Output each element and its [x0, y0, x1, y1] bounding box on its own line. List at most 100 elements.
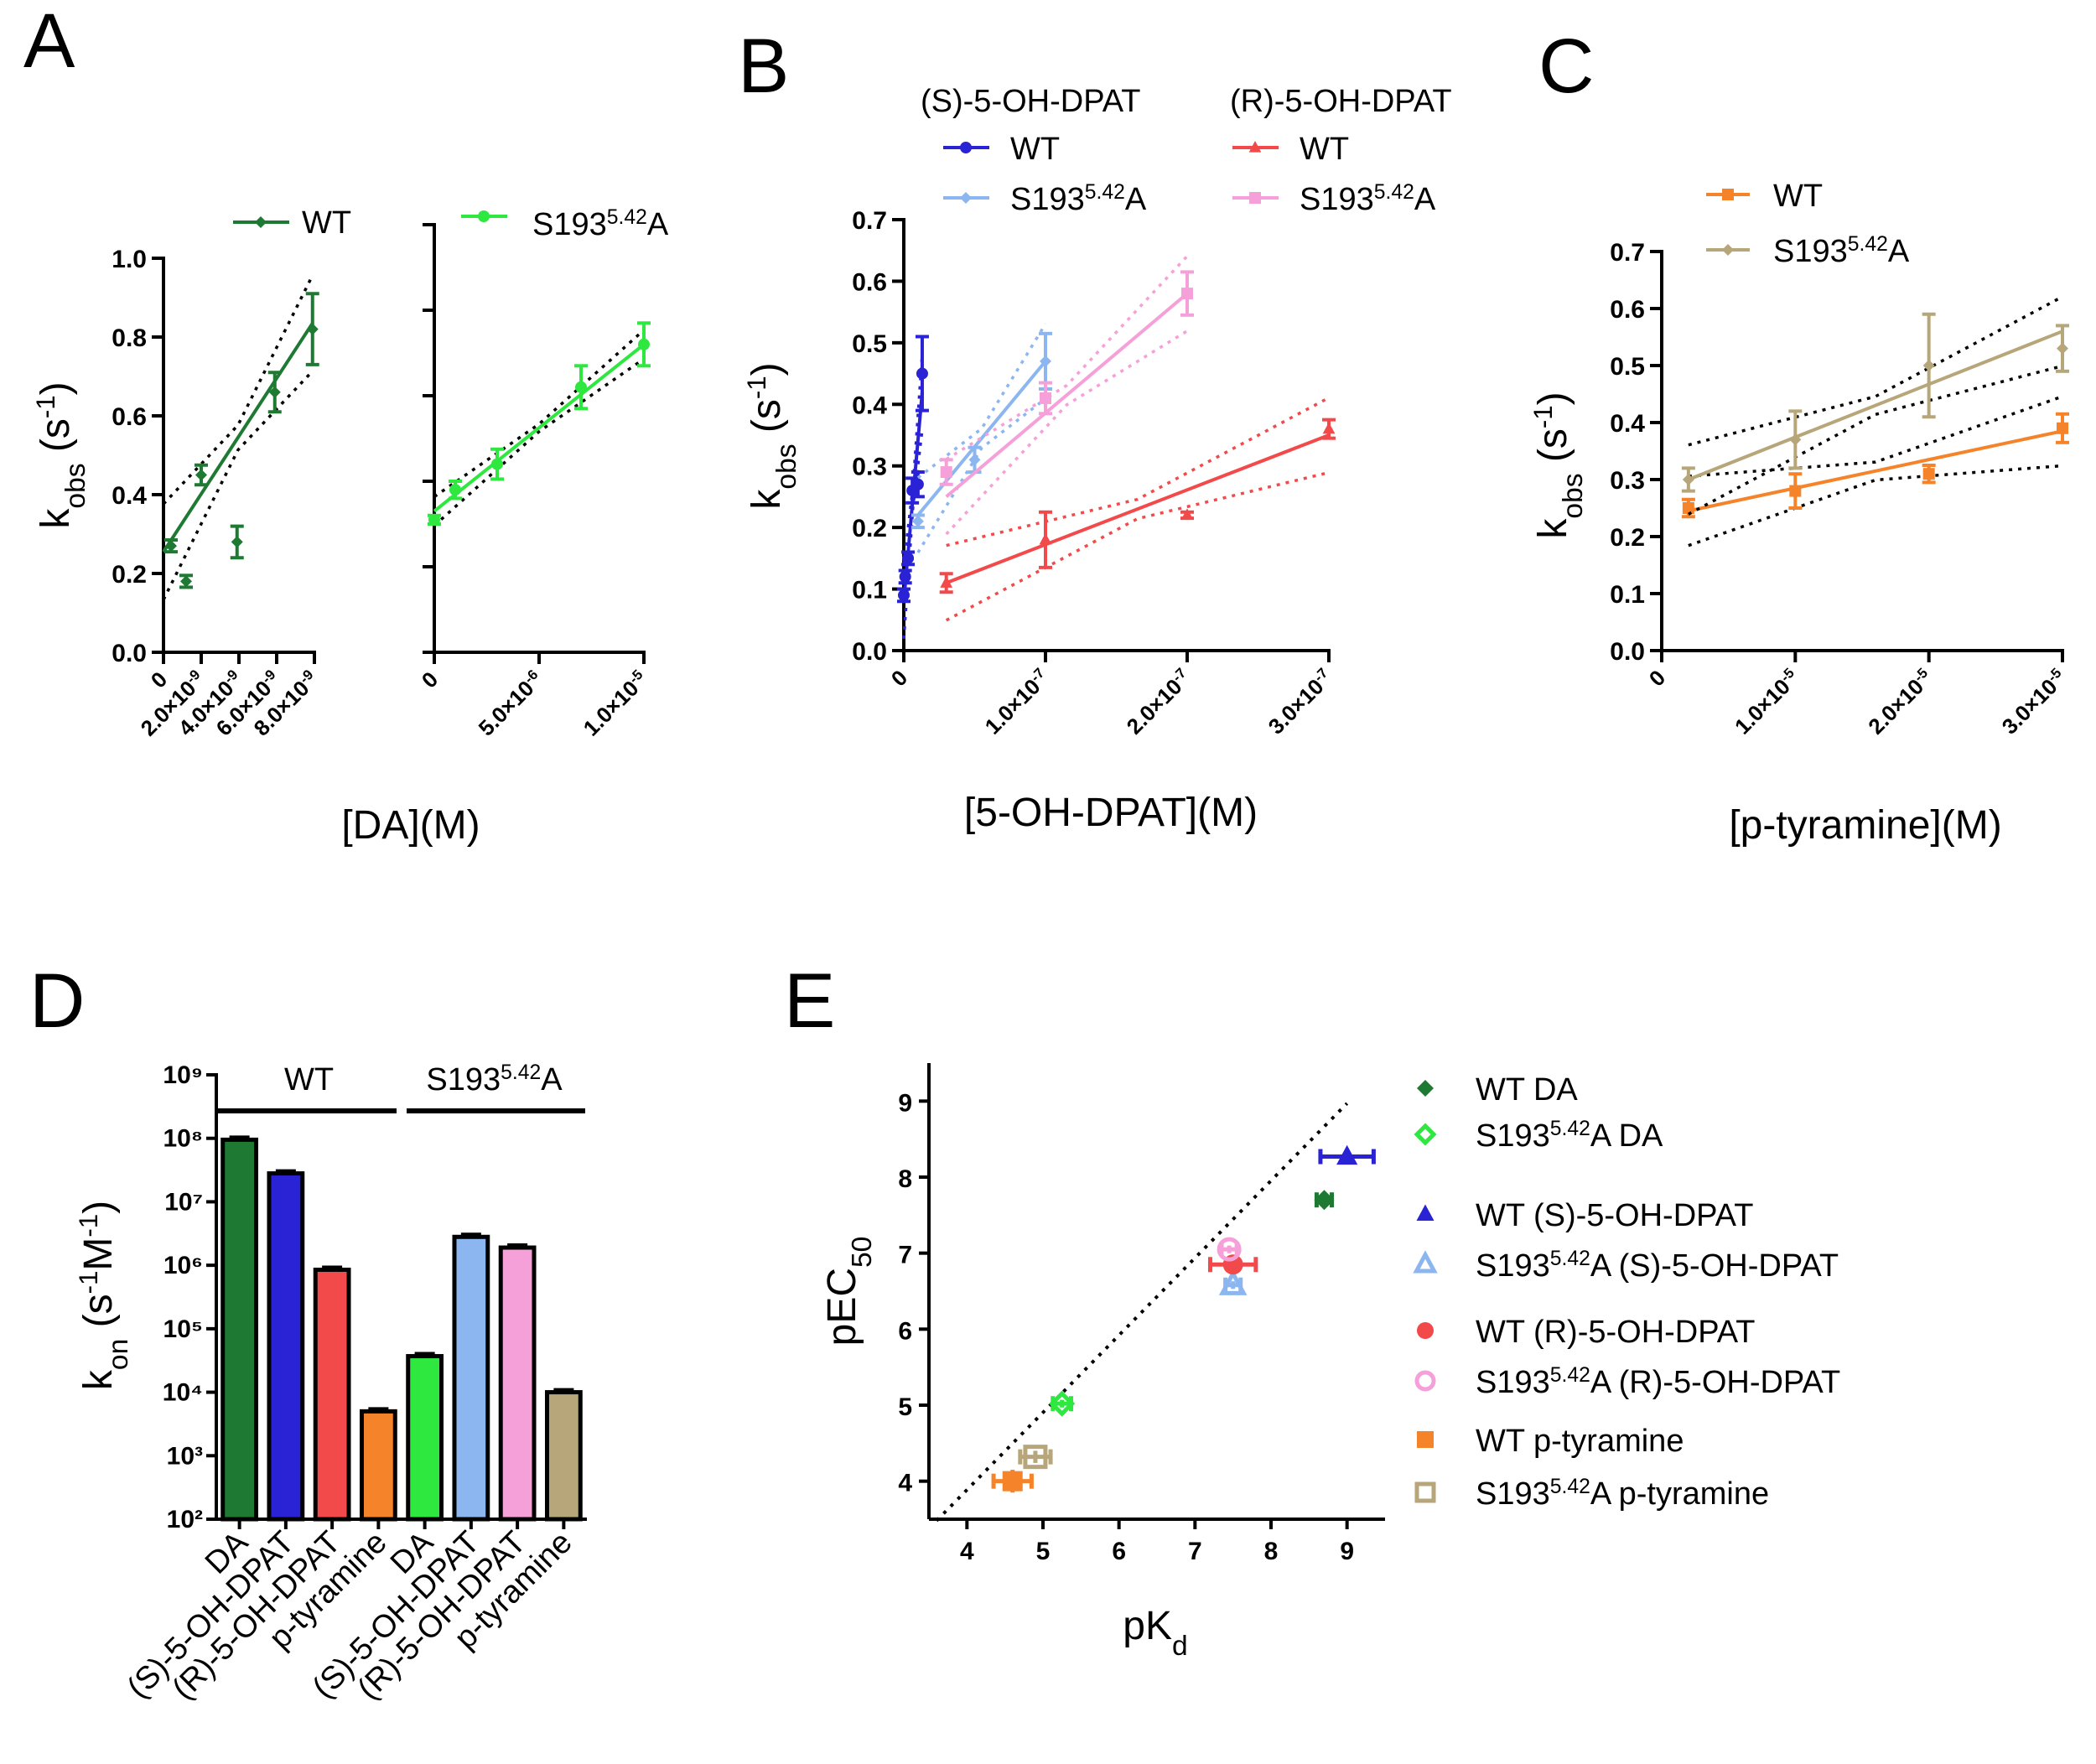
confidence-band	[916, 397, 1047, 553]
legend-label: S1935.42A (R)-5-OH-DPAT	[1476, 1364, 1840, 1401]
data-point	[1922, 468, 1935, 480]
panel-C: 0.0 0.1 0.2 0.3 0.4 0.5 0.6 0.7 0 1.0×10-5 2.0×10-…	[1610, 239, 2071, 739]
confidence-band	[945, 470, 1330, 622]
y-tick-label: 0.2	[1610, 524, 1645, 552]
bar	[267, 1171, 305, 1522]
confidence-band	[916, 323, 1047, 480]
x-tick-label: 1.0×10-7	[979, 665, 1054, 739]
legend-marker	[1414, 1481, 1436, 1503]
data-point	[1322, 422, 1336, 434]
y-tick-label: 10⁸	[163, 1125, 203, 1153]
bar	[220, 1137, 259, 1522]
legend-marker	[1248, 140, 1262, 153]
y-tick-label: 0.5	[1610, 353, 1645, 381]
data-point-group	[1318, 1144, 1376, 1165]
data-point	[916, 367, 928, 380]
legend-marker	[1417, 1080, 1434, 1097]
y-tick-label: 10⁴	[163, 1379, 203, 1407]
legend-marker	[1417, 1431, 1434, 1448]
legend-marker	[255, 216, 267, 228]
fit-line	[433, 343, 646, 513]
y-tick-label: 8	[898, 1165, 912, 1193]
legend-label: WT	[1773, 179, 1823, 214]
data-point	[491, 458, 503, 470]
x-tick-label: 8	[1264, 1538, 1279, 1565]
data-point	[195, 469, 207, 481]
data-point	[306, 323, 319, 335]
legend-b: (S)-5-OH-DPAT (R)-5-OH-DPAT WT S1935.42A WT S…	[921, 84, 1452, 217]
data-point	[1789, 433, 1802, 446]
x-tick-label: 6	[1112, 1538, 1126, 1565]
y-tick-label: 5	[898, 1393, 912, 1421]
data-point	[898, 589, 910, 601]
bar	[452, 1234, 490, 1522]
data-point	[1217, 1237, 1242, 1262]
panel-d: 10²10³10⁴10⁵10⁶10⁷10⁸10⁹DA(S)-5-OH-DPAT(…	[74, 1061, 587, 1706]
y-tick-label: 0.0	[1610, 638, 1645, 666]
y-axis-label: kobs (s-1)	[742, 362, 802, 509]
bar	[406, 1354, 444, 1522]
x-tick-label: 2.0×10-7	[1121, 665, 1196, 739]
y-tick-label: 10⁵	[163, 1315, 203, 1343]
x-axis-label-c: [p-tyramine](M)	[1729, 803, 2001, 848]
legend-label: S1935.42A	[1010, 181, 1147, 218]
legend-marker	[1414, 1370, 1436, 1392]
data-point	[180, 575, 192, 588]
data-point	[968, 454, 981, 466]
y-axis-label: kon (s-1M-1)	[74, 1201, 134, 1390]
legend-a: WT S1935.42A	[233, 205, 669, 242]
data-point	[940, 466, 952, 479]
confidence-band	[946, 396, 1330, 547]
x-tick-label: 0	[417, 667, 443, 693]
data-point	[1314, 1190, 1335, 1211]
confidence-band	[902, 354, 924, 564]
data-point	[575, 381, 587, 393]
series-wt	[897, 335, 929, 639]
legend-marker	[1414, 1123, 1437, 1146]
x-tick-label: 3.0×10-5	[1996, 665, 2071, 739]
x-tick-label: 1.0×10-5	[1730, 665, 1804, 739]
bar	[313, 1267, 351, 1522]
data-point	[428, 513, 440, 526]
fit-line	[1688, 329, 2063, 481]
data-point	[1002, 1471, 1023, 1492]
data-point	[1789, 485, 1802, 497]
data-point	[2057, 342, 2068, 355]
y-tick-label: 0.6	[852, 268, 887, 296]
series-wt	[1681, 395, 2069, 547]
y-tick-label: 0.5	[852, 330, 887, 358]
data-point	[449, 484, 461, 496]
x-tick-label: 5	[1036, 1538, 1051, 1565]
confidence-band	[945, 329, 1188, 536]
y-tick-label: 10⁹	[163, 1061, 203, 1089]
legend-marker	[1722, 244, 1734, 256]
data-point	[1218, 1269, 1248, 1295]
panel-A-1: 0.00.20.40.60.81.002.0×10-94.0×10-96.0×1…	[112, 246, 319, 741]
data-point	[1040, 355, 1051, 367]
y-tick-label: 0.6	[1610, 296, 1645, 324]
data-point	[1040, 392, 1051, 404]
identity-line	[935, 1102, 1349, 1523]
y-axis-label: kobs (s-1)	[1528, 392, 1589, 538]
legend-marker	[1722, 189, 1734, 200]
y-tick-label: 0.1	[852, 577, 887, 604]
confidence-band	[1688, 464, 2063, 547]
confidence-band	[1688, 395, 2063, 478]
legend-marker	[1417, 1322, 1434, 1339]
y-tick-label: 0.7	[1610, 239, 1645, 267]
fit-line	[1688, 429, 2063, 513]
data-point	[1039, 532, 1052, 545]
legend-label: WT	[1010, 132, 1060, 167]
x-axis-label: pKd	[1123, 1604, 1187, 1662]
data-point	[1049, 1390, 1076, 1417]
x-axis-label-a: [DA](M)	[341, 803, 480, 848]
fit-line	[916, 360, 1047, 516]
x-tick-label: 2.0×10-5	[1863, 665, 1938, 739]
x-tick-label: 4	[960, 1538, 974, 1565]
legend-label: WT p-tyramine	[1476, 1424, 1684, 1459]
legend-marker	[478, 210, 490, 222]
data-point	[2057, 422, 2068, 434]
data-point-group	[1217, 1237, 1242, 1262]
bar	[498, 1245, 537, 1522]
legend-marker	[960, 192, 972, 204]
